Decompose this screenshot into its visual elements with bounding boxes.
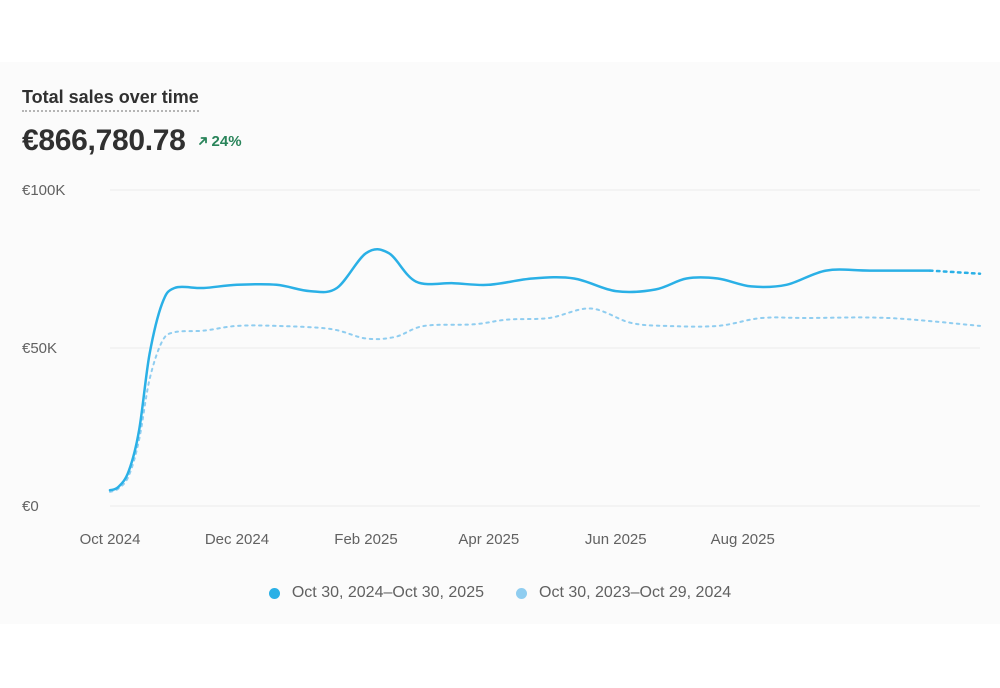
legend-dot (516, 587, 527, 599)
series-line-previous[interactable] (109, 307, 981, 493)
arrow-up-right-icon (198, 137, 207, 145)
legend-item[interactable]: Oct 30, 2024–Oct 30, 2025 (268, 584, 484, 602)
legend-label: Oct 30, 2024–Oct 30, 2025 (291, 584, 484, 601)
grid-lines (110, 189, 980, 507)
chart-legend: Oct 30, 2024–Oct 30, 2025 Oct 30, 2023–Oc… (0, 584, 1000, 602)
x-tick-label: Dec 2024 (205, 531, 269, 548)
legend-dot (268, 587, 280, 599)
x-tick-label: Apr 2025 (458, 531, 519, 548)
series-line-projection[interactable] (928, 269, 982, 275)
x-tick-label: Jun 2025 (585, 531, 647, 548)
sales-line-chart[interactable]: €0 €50K €100K Oct 2024 Dec 2024 Feb 2025 Apr … (0, 62, 1000, 562)
y-tick-label: €0 (22, 498, 39, 515)
y-axis-ticks: €0 €50K €100K (22, 182, 65, 515)
legend-label: Oct 30, 2023–Oct 29, 2024 (539, 584, 732, 601)
chart-title[interactable]: Total sales over time (22, 87, 199, 112)
x-tick-label: Feb 2025 (334, 531, 397, 548)
change-badge: 24% (198, 133, 242, 150)
x-tick-label: Aug 2025 (711, 531, 775, 548)
y-tick-label: €100K (22, 182, 65, 199)
sales-chart-card: Total sales over time €866,780.78 24% €0… (0, 62, 1000, 624)
legend-item[interactable]: Oct 30, 2023–Oct 29, 2024 (516, 584, 731, 602)
change-value: 24% (211, 132, 242, 150)
series-line-current[interactable] (108, 248, 932, 492)
total-row: €866,780.78 24% (22, 124, 242, 158)
series-layer (108, 248, 982, 493)
x-tick-label: Oct 2024 (80, 531, 141, 548)
total-sales-value: €866,780.78 (22, 124, 186, 157)
x-axis-ticks: Oct 2024 Dec 2024 Feb 2025 Apr 2025 Jun 2025… (80, 531, 775, 548)
y-tick-label: €50K (22, 340, 57, 357)
